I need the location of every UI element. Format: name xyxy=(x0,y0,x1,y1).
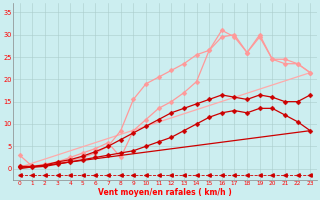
X-axis label: Vent moyen/en rafales ( km/h ): Vent moyen/en rafales ( km/h ) xyxy=(98,188,232,197)
